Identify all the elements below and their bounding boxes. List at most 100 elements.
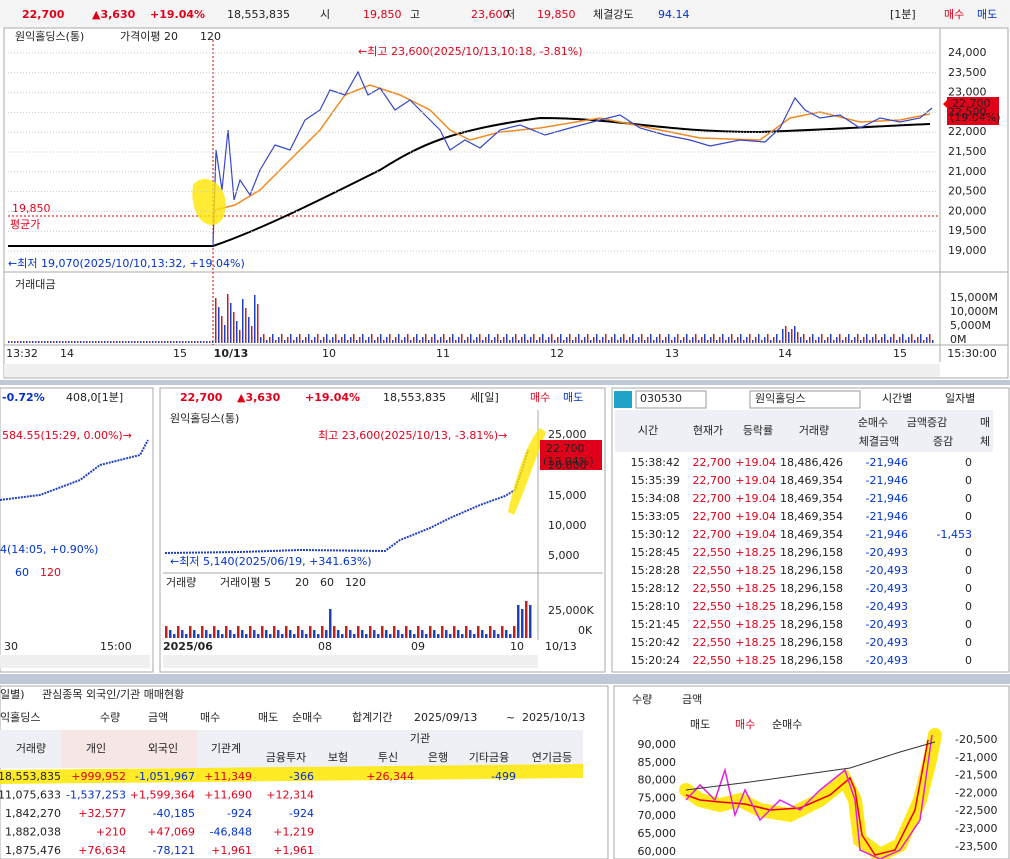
cell: +999,952 — [71, 770, 126, 783]
tab[interactable]: 관심종목 외국인/기관 매매현황 — [42, 688, 184, 701]
x-tick-label: 10/13 — [214, 347, 249, 360]
volume-bar — [482, 340, 484, 343]
volume-bar — [350, 337, 352, 343]
cell: 22,550 — [693, 600, 732, 613]
volume-bar — [32, 341, 34, 343]
volume-bar — [341, 337, 343, 343]
cell: 22,700 — [693, 456, 732, 469]
volume-bar — [193, 630, 196, 638]
sell-button[interactable]: 매도 — [563, 391, 583, 404]
volume-bar — [242, 299, 244, 343]
name-input[interactable] — [749, 390, 861, 409]
volume-bar — [188, 341, 190, 343]
volume-bar — [353, 334, 355, 343]
volume-bar — [215, 298, 217, 343]
radio[interactable]: 금액 — [148, 711, 168, 724]
rate: +19.04% — [305, 391, 360, 404]
cell: -78,121 — [153, 844, 195, 857]
scrollbar[interactable] — [4, 364, 940, 377]
header: 은행 — [428, 751, 448, 764]
volume-bar — [596, 334, 598, 343]
volume-bar — [167, 341, 169, 343]
volume-bar — [416, 334, 418, 343]
scrollbar[interactable] — [0, 655, 150, 668]
radio[interactable]: 일자별 — [945, 391, 975, 405]
volume-bar — [333, 626, 336, 638]
volume-bar — [521, 337, 523, 343]
cell: 11,075,633 — [0, 789, 61, 802]
volume-bar — [285, 626, 288, 638]
date[interactable]: 2025/10/13 — [522, 711, 585, 724]
volume-bar — [800, 337, 802, 343]
volume-bar — [392, 340, 394, 343]
price-tag — [947, 97, 999, 125]
volume-bar — [104, 341, 106, 343]
volume-bar — [329, 609, 332, 638]
volume-bar — [866, 334, 868, 343]
volume-bar — [440, 337, 442, 343]
volume-bar — [253, 630, 256, 638]
volume-bar — [872, 337, 874, 343]
radio[interactable]: 수량 — [100, 711, 120, 724]
y-tick-label: 10,000M — [950, 305, 998, 318]
volume-bar — [465, 626, 468, 638]
radio[interactable]: 금액 — [682, 693, 702, 706]
interval[interactable]: [1분] — [890, 8, 916, 21]
volume-bar — [437, 634, 440, 638]
date[interactable]: 2025/09/13 — [414, 711, 477, 724]
volume-bar — [11, 341, 13, 343]
volume-bar — [404, 337, 406, 343]
code-input[interactable] — [635, 390, 707, 409]
buy-line — [685, 739, 929, 856]
volume-bar — [566, 337, 568, 343]
cell: 0 — [965, 456, 972, 469]
volume-bar — [297, 626, 300, 638]
volume-bar — [605, 334, 607, 343]
volume-bar — [707, 340, 709, 343]
x-tick-label: 15 — [893, 347, 907, 360]
radio[interactable]: 순매수 — [292, 711, 322, 724]
cell: 1,875,476 — [5, 844, 61, 857]
volume-bar — [197, 634, 200, 638]
volume-bar — [881, 337, 883, 343]
volume-bar — [170, 341, 172, 343]
volume-bar — [329, 340, 331, 343]
volume-bar — [758, 334, 760, 343]
legend: 20 — [295, 576, 309, 589]
y-tick-label: -21,500 — [955, 769, 997, 782]
radio[interactable]: 매수 — [200, 711, 220, 724]
volume-bar — [425, 334, 427, 343]
annotation: 최고 23,600(2025/10/13, -3.81%)→ — [318, 429, 507, 442]
y-tick-label: 21,000 — [948, 165, 987, 178]
name: 원익홀딩스 — [755, 392, 806, 405]
radio[interactable]: 시간별 — [882, 392, 912, 405]
cell: +26,344 — [366, 770, 414, 783]
annotation: 평균가 — [10, 218, 40, 231]
label: 고 — [410, 8, 420, 21]
volume-bar — [716, 340, 718, 343]
buy-button[interactable]: 매수 — [944, 8, 964, 21]
x-tick-label: 15 — [173, 347, 187, 360]
sell-button[interactable]: 매도 — [977, 8, 997, 21]
volume-bar — [335, 334, 337, 343]
cell: +18.25 — [735, 582, 776, 595]
radio[interactable]: 매도 — [258, 711, 278, 724]
volume-bar — [590, 340, 592, 343]
volume-bar — [920, 334, 922, 343]
volume-bar — [441, 626, 444, 638]
volume-bar — [425, 634, 428, 638]
scrollbar[interactable] — [163, 655, 538, 668]
cell: +19.04 — [735, 492, 776, 505]
volume-bar — [245, 634, 248, 638]
volume-bar — [554, 340, 556, 343]
volume-bar — [518, 340, 520, 343]
tab[interactable]: 일별) — [0, 687, 25, 701]
legend: 거래량 — [166, 576, 196, 589]
volume-bar — [473, 634, 476, 638]
buy-button[interactable]: 매수 — [530, 391, 550, 404]
volume-bar — [182, 341, 184, 343]
radio[interactable]: 수량 — [632, 693, 652, 706]
interval[interactable]: 408,0[1분] — [66, 391, 123, 404]
interval[interactable]: 세[일] — [470, 390, 499, 404]
price-tag-text: 22,700 — [546, 442, 585, 455]
